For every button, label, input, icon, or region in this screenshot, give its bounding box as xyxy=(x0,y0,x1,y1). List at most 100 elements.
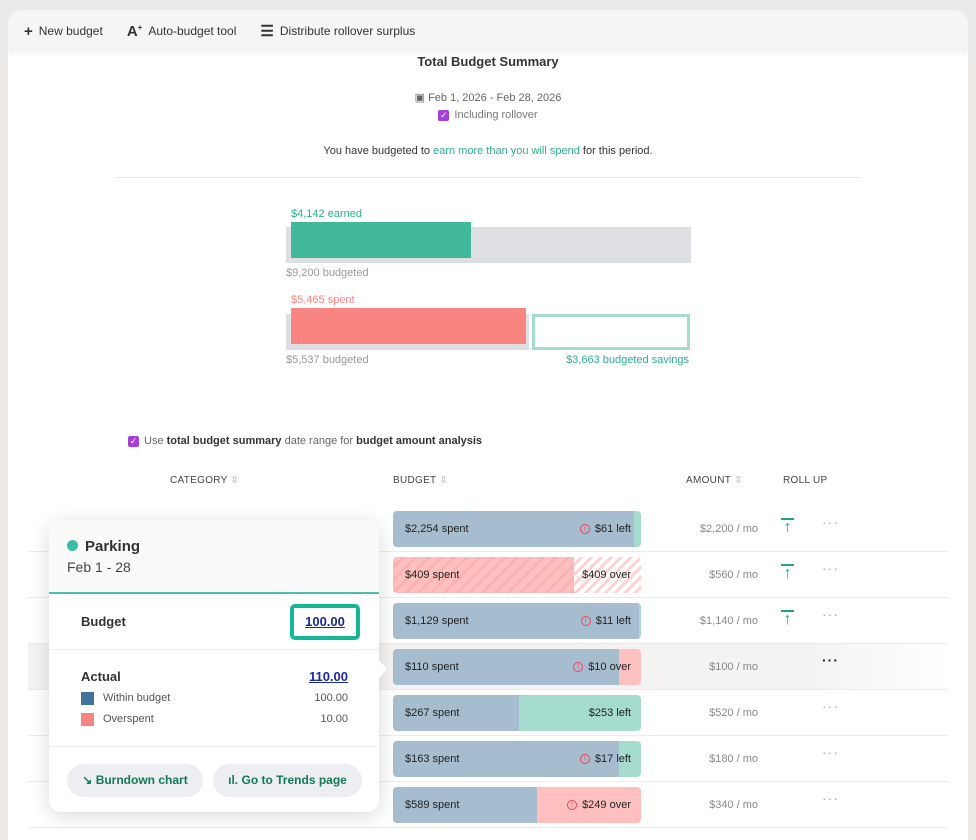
spent-budgeted-label: $5,537 budgeted xyxy=(286,354,369,366)
spent-segment xyxy=(393,787,537,823)
more-options-icon[interactable]: ··· xyxy=(822,560,839,576)
more-options-icon[interactable]: ··· xyxy=(822,514,839,530)
roll-up-icon[interactable]: ↑ xyxy=(781,564,794,582)
spent-label: $5,465 spent xyxy=(291,294,355,306)
table-row[interactable]: $267 spent $253 left $520 / mo ··· xyxy=(28,690,948,736)
remaining-text: $17 left xyxy=(594,753,631,765)
warning-icon: ! xyxy=(567,800,578,811)
remaining-segment xyxy=(574,557,641,593)
more-options-icon[interactable]: ··· xyxy=(822,790,839,806)
more-options-icon[interactable]: ··· xyxy=(822,744,839,760)
column-budget[interactable]: BUDGET ⇳ xyxy=(393,475,448,486)
budget-bar[interactable]: $110 spent ! $10 over xyxy=(393,649,641,685)
distribute-surplus-button[interactable]: ☰ Distribute rollover surplus xyxy=(260,22,415,40)
msg-post: for this period. xyxy=(579,145,653,157)
column-rollup: ROLL UP xyxy=(783,475,828,486)
col-label: AMOUNT xyxy=(686,475,731,486)
within-label: Within budget xyxy=(103,692,171,704)
earned-budgeted-label: $9,200 budgeted xyxy=(286,267,369,279)
analysis-date-checkbox[interactable]: ✓ Use total budget summary date range for… xyxy=(128,435,482,447)
spent-segment xyxy=(393,557,575,593)
col-label: BUDGET xyxy=(393,475,437,486)
roll-up-icon[interactable]: ↑ xyxy=(781,610,794,628)
earned-fill xyxy=(291,222,471,258)
amount-value: $2,200 / mo xyxy=(699,523,758,535)
over-label: Overspent xyxy=(103,713,154,725)
warning-icon: ! xyxy=(579,754,590,765)
earned-label: $4,142 earned xyxy=(291,208,362,220)
remaining-segment xyxy=(618,649,641,685)
amount-value: $520 / mo xyxy=(709,707,758,719)
spent-text: $110 spent xyxy=(405,661,459,673)
checkbox-checked-icon: ✓ xyxy=(438,109,450,121)
auto-budget-button[interactable]: A+ Auto-budget tool xyxy=(127,23,237,40)
table-row[interactable]: $2,254 spent ! $61 left $2,200 / mo ↑ ··· xyxy=(28,506,948,552)
date-range-text: Feb 1, 2026 - Feb 28, 2026 xyxy=(428,92,562,104)
plus-icon: + xyxy=(24,22,33,40)
including-rollover-checkbox[interactable]: ✓ Including rollover xyxy=(8,109,968,121)
rollover-label: Including rollover xyxy=(454,109,538,121)
warning-icon: ! xyxy=(580,616,591,627)
amount-value: $180 / mo xyxy=(709,753,758,765)
budget-bar[interactable]: $409 spent $409 over xyxy=(393,557,641,593)
date-range[interactable]: ▣ Feb 1, 2026 - Feb 28, 2026 xyxy=(8,91,968,104)
spent-fill xyxy=(291,308,526,344)
table-row[interactable]: $589 spent ! $249 over $340 / mo ··· xyxy=(28,782,948,828)
distribute-label: Distribute rollover surplus xyxy=(279,24,416,38)
savings-bar xyxy=(532,314,690,350)
divider xyxy=(115,177,861,178)
col-label: CATEGORY xyxy=(170,475,228,486)
msg-highlight: earn more than you will spend xyxy=(433,145,580,157)
msg-pre: You have budgeted to xyxy=(323,145,434,157)
popover-category: Parking xyxy=(85,538,141,555)
remaining-text: $253 left xyxy=(588,707,631,719)
calendar-icon: ▣ xyxy=(414,92,429,104)
column-amount[interactable]: AMOUNT ⇳ xyxy=(686,475,743,486)
spent-text: $1,129 spent xyxy=(405,615,469,627)
table-row[interactable]: $409 spent $409 over $560 / mo ↑ ··· xyxy=(28,552,948,598)
trends-page-button[interactable]: ıl. Go to Trends page xyxy=(213,764,362,797)
roll-up-icon[interactable]: ↑ xyxy=(781,518,794,536)
spent-text: $267 spent xyxy=(405,707,460,719)
column-category[interactable]: CATEGORY ⇳ xyxy=(170,475,239,486)
table-row[interactable]: $163 spent ! $17 left $180 / mo ··· xyxy=(28,736,948,782)
more-options-icon[interactable]: ··· xyxy=(822,698,839,714)
remaining-text: $249 over xyxy=(582,799,631,811)
budget-bar[interactable]: $2,254 spent ! $61 left xyxy=(393,511,641,547)
burndown-chart-button[interactable]: ↘ Burndown chart xyxy=(67,764,203,797)
opt-pre: Use xyxy=(144,435,167,447)
sort-icon: ⇳ xyxy=(439,475,449,486)
actual-label: Actual xyxy=(81,669,121,684)
budget-value-input[interactable]: 100.00 xyxy=(290,604,360,640)
burndown-label: Burndown chart xyxy=(95,773,188,787)
budget-bar[interactable]: $1,129 spent ! $11 left xyxy=(393,603,641,639)
more-options-icon[interactable]: ··· xyxy=(822,606,839,622)
remaining-segment xyxy=(519,695,641,731)
popover-header: Parking Feb 1 - 28 xyxy=(49,520,379,594)
remaining-segment xyxy=(638,603,641,639)
page-title: Total Budget Summary xyxy=(417,54,559,69)
opt-b1: total budget summary xyxy=(166,435,282,447)
popover-arrow xyxy=(378,659,387,679)
amount-value: $560 / mo xyxy=(709,569,758,581)
sort-icon: ⇳ xyxy=(734,475,743,486)
budget-bar[interactable]: $267 spent $253 left xyxy=(393,695,641,731)
spent-text: $589 spent xyxy=(405,799,460,811)
spent-text: $2,254 spent xyxy=(405,523,469,535)
more-options-icon[interactable]: ··· xyxy=(822,652,839,668)
budget-bar[interactable]: $589 spent ! $249 over xyxy=(393,787,641,823)
over-value: 10.00 xyxy=(320,713,348,725)
budget-bar[interactable]: $163 spent ! $17 left xyxy=(393,741,641,777)
spent-text: $409 spent xyxy=(405,569,460,581)
table-row[interactable]: $1,129 spent ! $11 left $1,140 / mo ↑ ··· xyxy=(28,598,948,644)
remaining-text: $61 left xyxy=(594,523,631,535)
budget-message: You have budgeted to earn more than you … xyxy=(8,145,968,157)
auto-text-icon: A+ xyxy=(126,22,143,40)
spent-segment xyxy=(393,603,639,639)
new-budget-label: New budget xyxy=(38,24,103,38)
actual-value-link[interactable]: 110.00 xyxy=(308,669,348,684)
spent-text: $163 spent xyxy=(405,753,460,765)
toolbar: + New budget A+ Auto-budget tool ☰ Distribu… xyxy=(8,10,968,52)
new-budget-button[interactable]: + New budget xyxy=(24,23,103,40)
within-budget-swatch xyxy=(81,692,94,705)
